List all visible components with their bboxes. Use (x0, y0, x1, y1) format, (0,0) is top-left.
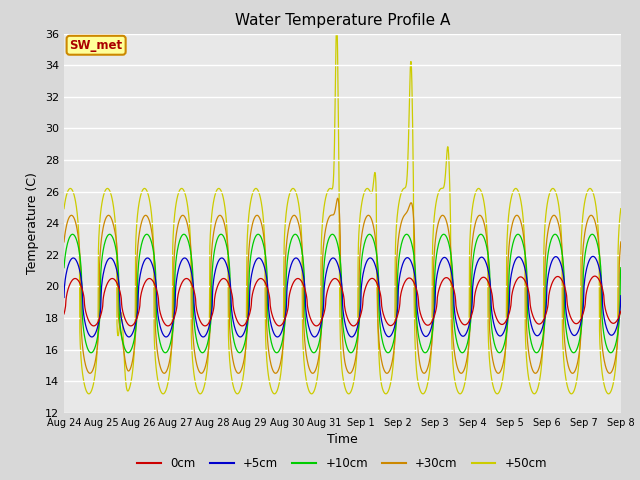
X-axis label: Time: Time (327, 433, 358, 446)
Title: Water Temperature Profile A: Water Temperature Profile A (235, 13, 450, 28)
Text: SW_met: SW_met (70, 39, 123, 52)
Legend: 0cm, +5cm, +10cm, +30cm, +50cm: 0cm, +5cm, +10cm, +30cm, +50cm (132, 453, 552, 475)
Y-axis label: Temperature (C): Temperature (C) (26, 172, 39, 274)
